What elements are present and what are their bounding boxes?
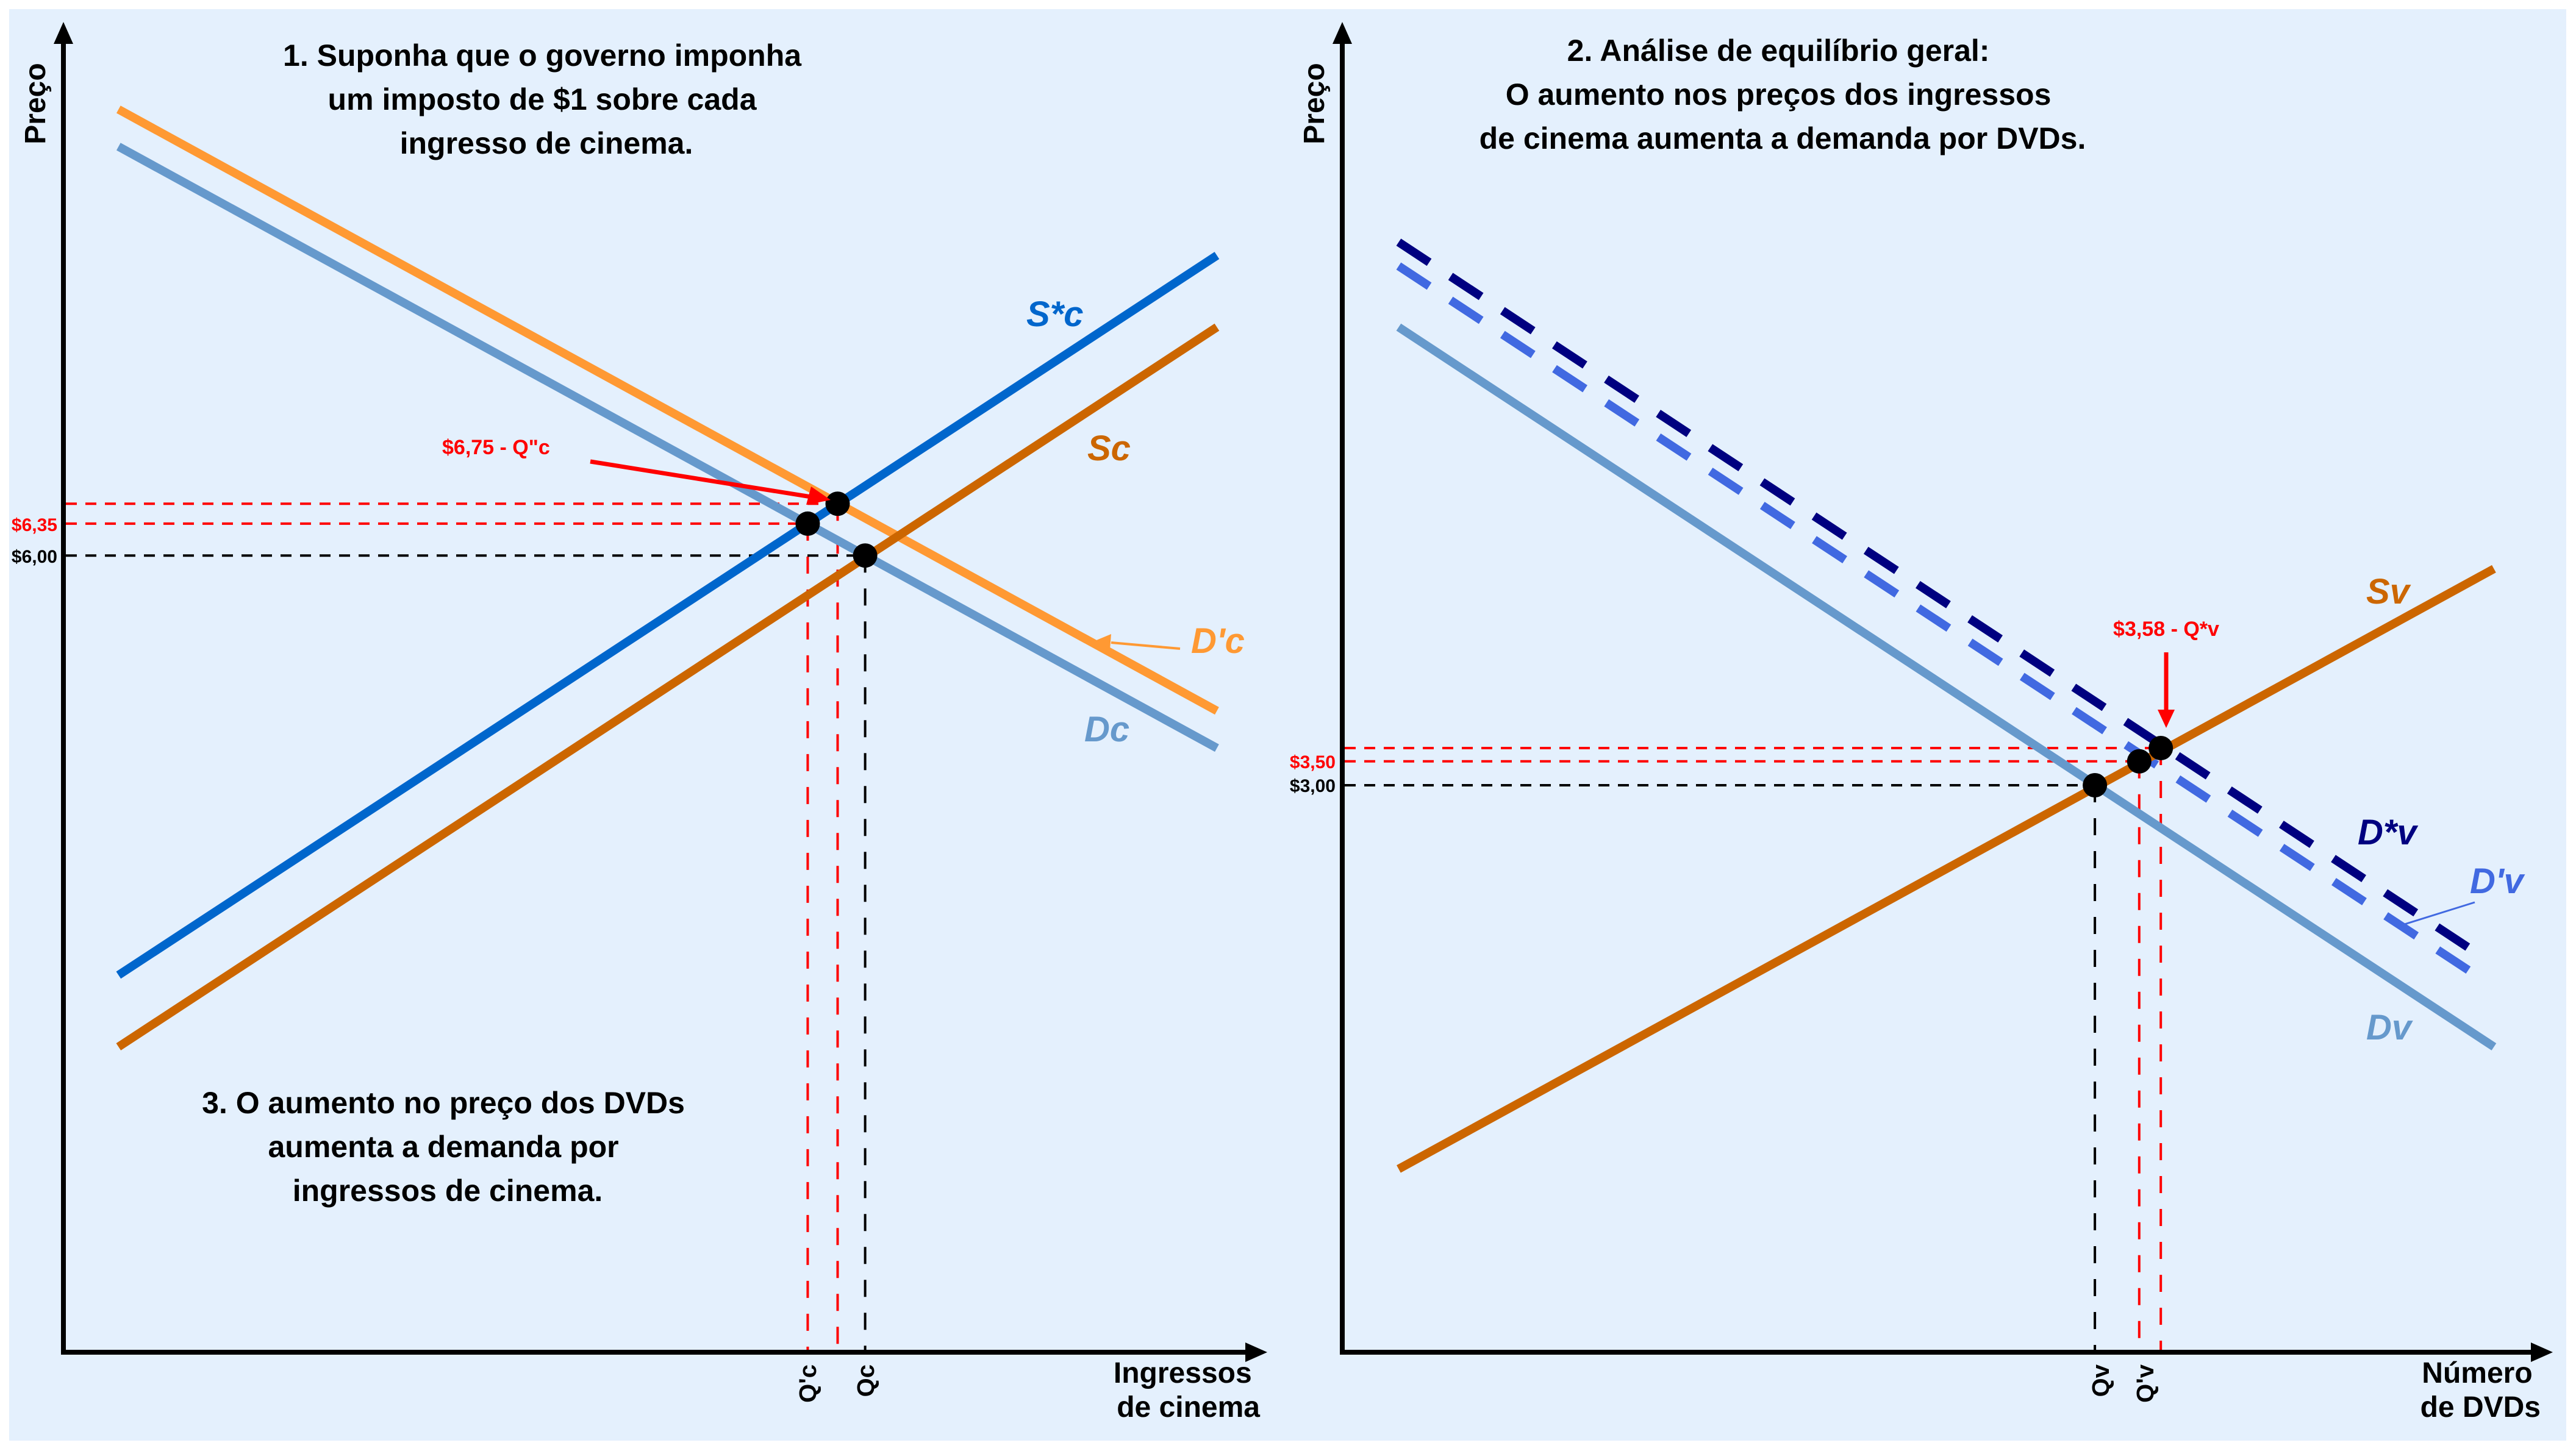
title-line: ingresso de cinema.	[400, 126, 693, 160]
curve-label-d-prime-c: D'c	[1191, 621, 1245, 661]
y-axis-arrow-left	[54, 22, 73, 44]
curve-label-sv: Sv	[2366, 572, 2411, 611]
annotation-6-75: $6,75 - Q"c	[442, 436, 550, 459]
background-panel	[9, 9, 2566, 1441]
annotation-arrow-left	[590, 459, 831, 505]
curve-dc	[116, 143, 1219, 752]
curve-label-d-star-v: D*v	[2358, 813, 2418, 852]
chart-cinema-tickets: Preço 1. Suponha que o governo imponha u…	[12, 22, 1267, 1424]
curve-label-dc: Dc	[1084, 710, 1129, 749]
note-3: 3. O aumento no preço dos DVDs aumenta a…	[202, 1086, 693, 1208]
x-axis-label-left: Ingressos de cinema	[1114, 1357, 1260, 1424]
price-label-6-00: $6,00	[12, 547, 57, 567]
price-label-3-50: $3,50	[1290, 752, 1336, 772]
points-right	[2083, 736, 2174, 797]
curve-dv-prime	[1396, 262, 2478, 979]
curve-label-s-star-c: S*c	[1026, 294, 1084, 334]
curve-sc	[116, 323, 1220, 1050]
x-axis-arrow-left	[1245, 1342, 1267, 1362]
curve-label-dv: Dv	[2366, 1008, 2413, 1047]
curve-sc-star	[116, 252, 1220, 979]
y-axis-label-left: Preço	[20, 63, 52, 144]
title-line: 2. Análise de equilíbrio geral:	[1567, 34, 1990, 68]
title-line: 1. Suponha que o governo imponha	[283, 38, 802, 73]
equilibrium-point	[2148, 736, 2174, 761]
x-tick-label-qc: Qc	[853, 1364, 879, 1397]
chart-dvds: Preço 2. Análise de equilíbrio geral: O …	[1290, 22, 2553, 1424]
points-left	[795, 491, 878, 568]
curves-left	[116, 105, 1220, 1050]
guide-lines-right	[1345, 747, 2163, 1352]
curve-label-d-prime-v: D'v	[2470, 861, 2525, 901]
note-line: aumenta a demanda por	[268, 1130, 618, 1164]
d-prime-v-pointer	[2400, 901, 2475, 927]
price-label-3-00: $3,00	[1290, 776, 1336, 796]
equilibrium-point	[853, 543, 878, 568]
curve-dv	[1396, 323, 2497, 1050]
d-prime-c-pointer	[1097, 634, 1181, 650]
y-axis-label-right: Preço	[1298, 63, 1331, 144]
x-tick-label-qv: Qv	[2088, 1364, 2114, 1397]
guide-lines-left	[66, 502, 867, 1352]
equilibrium-point	[2127, 749, 2152, 774]
curve-dv-star	[1396, 238, 2478, 957]
title-line: de cinema aumenta a demanda por DVDs.	[1479, 121, 2086, 155]
equilibrium-point	[795, 511, 820, 536]
chart-title-right: 2. Análise de equilíbrio geral: O aument…	[1479, 34, 2086, 155]
annotation-arrow-right	[2158, 652, 2175, 728]
annotation-3-58: $3,58 - Q*v	[2113, 618, 2219, 641]
x-axis-arrow-right	[2531, 1342, 2553, 1362]
equilibrium-point	[825, 491, 850, 516]
note-line: 3. O aumento no preço dos DVDs	[202, 1086, 685, 1120]
curves-right	[1396, 238, 2497, 1173]
chart-title-left: 1. Suponha que o governo imponha um impo…	[283, 38, 810, 160]
x-tick-label-qprime-c: Q'c	[795, 1364, 821, 1403]
price-label-6-35: $6,35	[12, 515, 57, 535]
curve-label-sc: Sc	[1087, 429, 1131, 468]
title-line: um imposto de $1 sobre cada	[328, 82, 757, 116]
x-tick-label-qprime-v: Q'v	[2132, 1364, 2159, 1403]
equilibrium-point	[2083, 772, 2108, 797]
curve-sv	[1397, 565, 2496, 1173]
title-line: O aumento nos preços dos ingressos	[1506, 77, 2052, 112]
y-axis-arrow-right	[1333, 22, 1352, 44]
x-axis-label-right: Número de DVDs	[2420, 1357, 2541, 1424]
curve-dc-prime	[116, 105, 1219, 715]
note-line: ingressos de cinema.	[293, 1174, 603, 1208]
